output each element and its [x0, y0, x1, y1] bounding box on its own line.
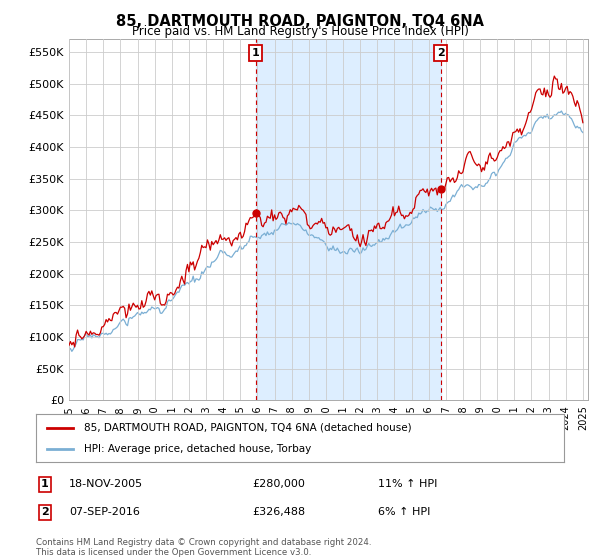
- Text: Price paid vs. HM Land Registry's House Price Index (HPI): Price paid vs. HM Land Registry's House …: [131, 25, 469, 38]
- Bar: [256, 39, 440, 400]
- Text: 6% ↑ HPI: 6% ↑ HPI: [378, 507, 430, 517]
- Text: 85, DARTMOUTH ROAD, PAIGNTON, TQ4 6NA: 85, DARTMOUTH ROAD, PAIGNTON, TQ4 6NA: [116, 14, 484, 29]
- Text: 11% ↑ HPI: 11% ↑ HPI: [378, 479, 437, 489]
- Text: Contains HM Land Registry data © Crown copyright and database right 2024.
This d: Contains HM Land Registry data © Crown c…: [36, 538, 371, 557]
- Text: 85, DARTMOUTH ROAD, PAIGNTON, TQ4 6NA (detached house): 85, DARTMOUTH ROAD, PAIGNTON, TQ4 6NA (d…: [83, 423, 411, 433]
- Text: 07-SEP-2016: 07-SEP-2016: [69, 507, 140, 517]
- Text: £280,000: £280,000: [252, 479, 305, 489]
- Text: 1: 1: [252, 48, 260, 58]
- Text: 2: 2: [437, 48, 445, 58]
- Text: 1: 1: [41, 479, 49, 489]
- Text: 2: 2: [41, 507, 49, 517]
- Text: 18-NOV-2005: 18-NOV-2005: [69, 479, 143, 489]
- Text: HPI: Average price, detached house, Torbay: HPI: Average price, detached house, Torb…: [83, 444, 311, 454]
- Text: £326,488: £326,488: [252, 507, 305, 517]
